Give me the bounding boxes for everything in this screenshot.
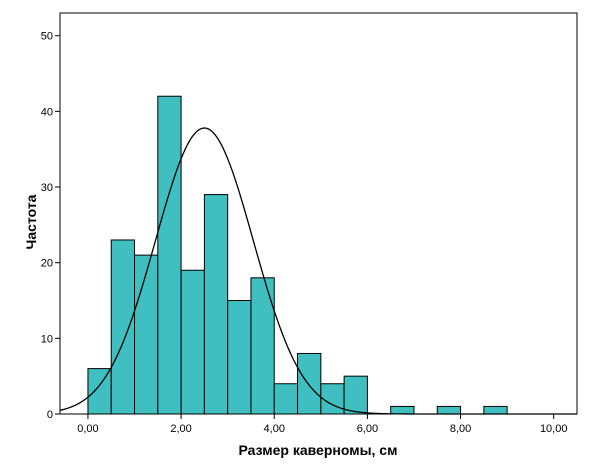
histogram-bar-14 — [483, 405, 508, 415]
y-tick-label: 10 — [41, 333, 53, 345]
histogram-bar-6 — [227, 300, 252, 415]
histogram-bar-13 — [436, 405, 462, 415]
histogram-bar-8 — [273, 383, 299, 415]
histogram-bar-5 — [203, 194, 229, 415]
y-tick-label: 40 — [41, 106, 53, 118]
histogram-bar-9 — [297, 352, 322, 415]
histogram-bar-10 — [320, 383, 345, 415]
histogram-bar-2 — [134, 254, 159, 415]
histogram-bar-12 — [390, 405, 415, 415]
x-tick-label: 6,00 — [357, 423, 378, 435]
y-tick-label: 30 — [41, 182, 53, 194]
plot-frame — [59, 12, 578, 415]
histogram-bar-11 — [343, 375, 368, 415]
histogram-bar-4 — [180, 269, 205, 415]
histogram-bar-0 — [87, 368, 112, 415]
histogram-bar-3 — [157, 95, 182, 415]
axes: 0 10 20 30 40 50 0,00 2,00 4,00 6,00 8,00 10,00 — [41, 12, 578, 435]
histogram-bar-1 — [110, 239, 136, 415]
x-tick-label: 8,00 — [450, 423, 471, 435]
x-tick-label: 10,00 — [540, 423, 568, 435]
y-tick-label: 50 — [41, 31, 53, 43]
x-tick-label: 4,00 — [264, 423, 285, 435]
x-tick-label: 0,00 — [77, 423, 98, 435]
y-tick-label: 20 — [41, 258, 53, 270]
y-tick-label: 0 — [47, 409, 53, 421]
x-tick-label: 2,00 — [170, 423, 191, 435]
y-axis-title: Частота — [23, 194, 39, 249]
x-axis-title: Размер каверномы, см — [239, 442, 398, 458]
